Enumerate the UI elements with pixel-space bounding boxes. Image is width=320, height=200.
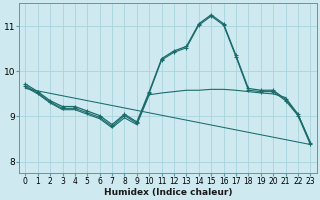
X-axis label: Humidex (Indice chaleur): Humidex (Indice chaleur)	[104, 188, 232, 197]
